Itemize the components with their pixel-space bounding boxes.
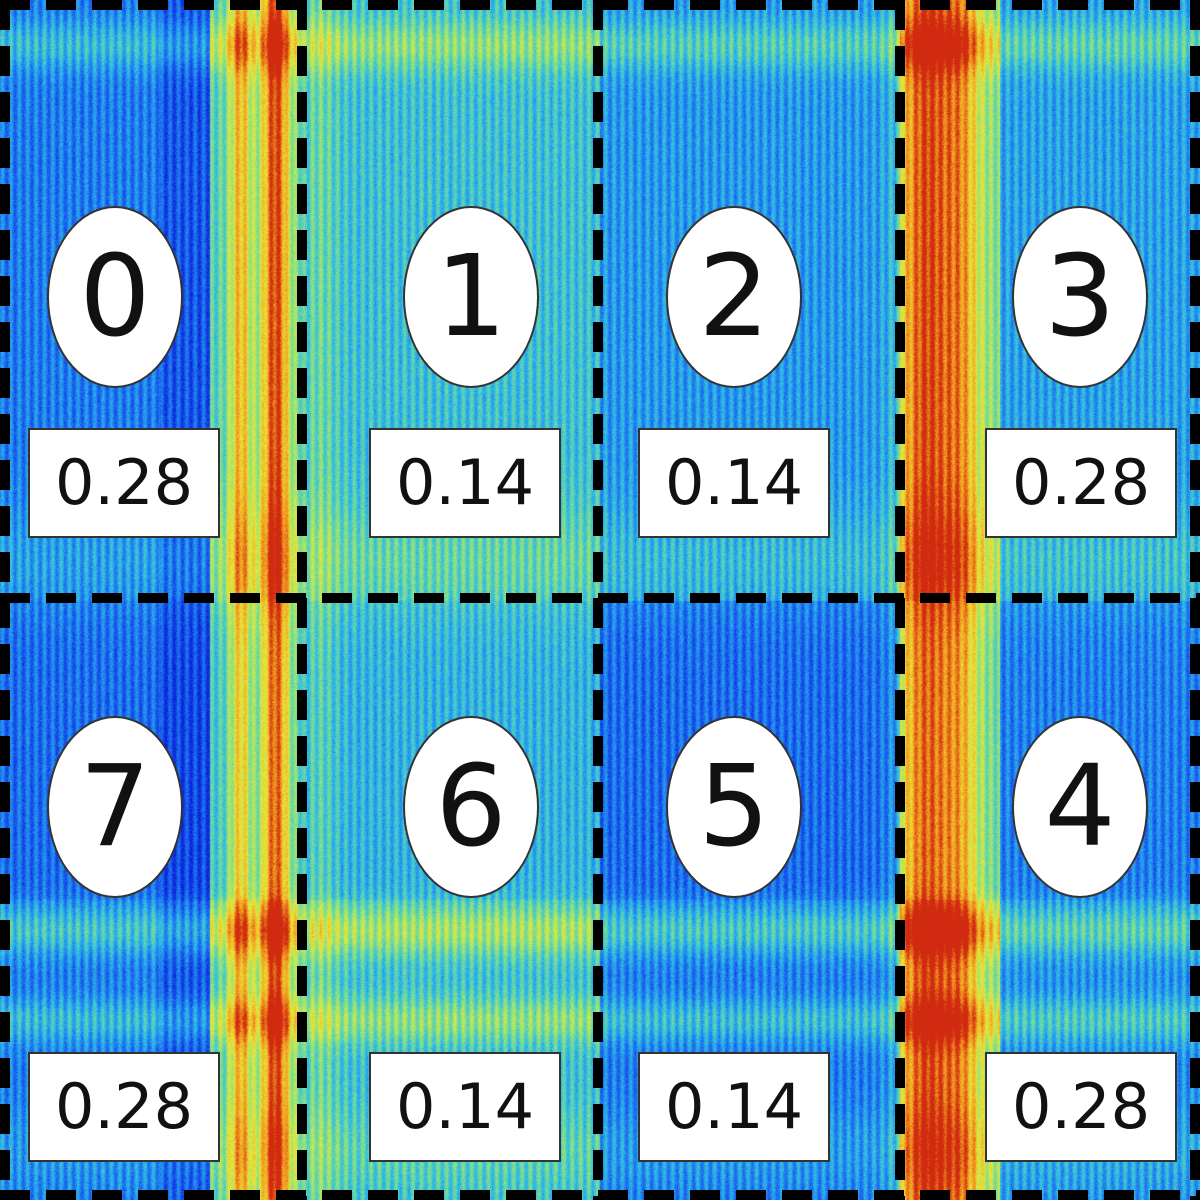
region-value-2: 0.14 (638, 428, 830, 538)
region-id-5: 5 (666, 716, 802, 898)
region-id-6: 6 (403, 716, 539, 898)
region-id-0: 0 (47, 206, 183, 388)
region-value-6: 0.14 (369, 1052, 561, 1162)
region-value-4: 0.28 (985, 1052, 1177, 1162)
region-value-0: 0.28 (28, 428, 220, 538)
region-value-1: 0.14 (369, 428, 561, 538)
region-value-3: 0.28 (985, 428, 1177, 538)
region-id-2: 2 (666, 206, 802, 388)
region-value-5: 0.14 (638, 1052, 830, 1162)
region-id-3: 3 (1012, 206, 1148, 388)
region-id-7: 7 (47, 716, 183, 898)
region-id-1: 1 (403, 206, 539, 388)
region-value-7: 0.28 (28, 1052, 220, 1162)
region-id-4: 4 (1012, 716, 1148, 898)
